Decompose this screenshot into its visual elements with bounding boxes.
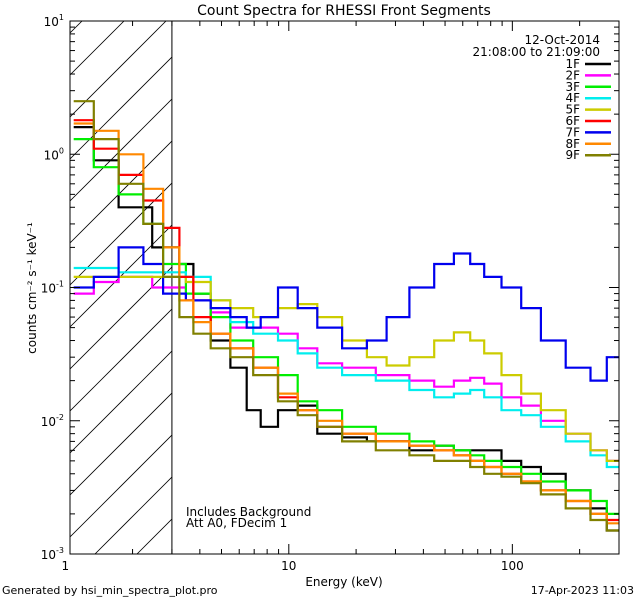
y-tick-label-10-m2: 10-2	[41, 413, 64, 429]
footer-generated-by: Generated by hsi_min_spectra_plot.pro	[2, 584, 218, 597]
hatch-line	[70, 21, 125, 76]
series-3F	[73, 138, 619, 515]
series-1F	[73, 126, 619, 532]
x-tick-label-100: 100	[501, 559, 524, 573]
footer-timestamp: 17-Apr-2023 11:03	[530, 584, 634, 597]
hatch-line	[70, 182, 173, 286]
chart-title: Count Spectra for RHESSI Front Segments	[197, 3, 491, 19]
y-tick-label-10-0: 100	[44, 146, 64, 162]
hatch-line	[136, 518, 173, 554]
hatch-line	[70, 56, 173, 160]
hatch-line	[94, 476, 173, 554]
x-axis-label: Energy (keV)	[305, 575, 382, 589]
legend-label-9F: 9F	[565, 148, 580, 162]
legend-label-3F: 3F	[565, 80, 580, 94]
y-axis-label: counts cm⁻² s⁻¹ keV⁻¹	[25, 222, 39, 354]
legend-label-8F: 8F	[565, 137, 580, 151]
hatch-line	[70, 21, 167, 118]
axis-ticks	[70, 20, 620, 555]
y-tick-label-10-1: 101	[44, 13, 64, 29]
series-layer	[73, 100, 619, 532]
hatch-line	[70, 308, 173, 412]
series-5F	[73, 275, 619, 462]
series-6F	[73, 119, 619, 522]
hatch-line	[70, 98, 173, 202]
legend-label-1F: 1F	[565, 57, 580, 71]
hatch-line	[70, 392, 173, 496]
legend-label-7F: 7F	[565, 125, 580, 139]
series-8F	[73, 122, 619, 525]
hatch-line	[70, 266, 173, 370]
series-7F	[73, 246, 619, 382]
legend-label-4F: 4F	[565, 91, 580, 105]
x-tick-label-1: 1	[61, 559, 69, 573]
hatch-line	[70, 21, 83, 34]
legend-label-2F: 2F	[565, 68, 580, 82]
excluded-energy-hatch	[70, 21, 173, 554]
y-tick-label-10-m3: 10-3	[41, 546, 64, 562]
series-9F	[73, 100, 619, 532]
y-tick-labels: 101 100 10-1 10-2 10-3	[41, 13, 64, 562]
legend-label-5F: 5F	[565, 103, 580, 117]
annotation-background: Includes Background	[186, 505, 311, 519]
y-tick-label-10-m1: 10-1	[41, 280, 64, 296]
annotation-attenuator: Att A0, FDecim 1	[186, 516, 287, 530]
hatch-line	[70, 140, 173, 244]
x-tick-label-10: 10	[281, 559, 296, 573]
hatch-line	[70, 434, 173, 538]
time-range: 21:08:00 to 21:09:00	[473, 45, 600, 59]
legend-label-6F: 6F	[565, 114, 580, 128]
hatch-line	[70, 350, 173, 454]
observation-date: 12-Oct-2014	[524, 33, 600, 47]
x-tick-labels: 1 10 100	[61, 559, 523, 573]
